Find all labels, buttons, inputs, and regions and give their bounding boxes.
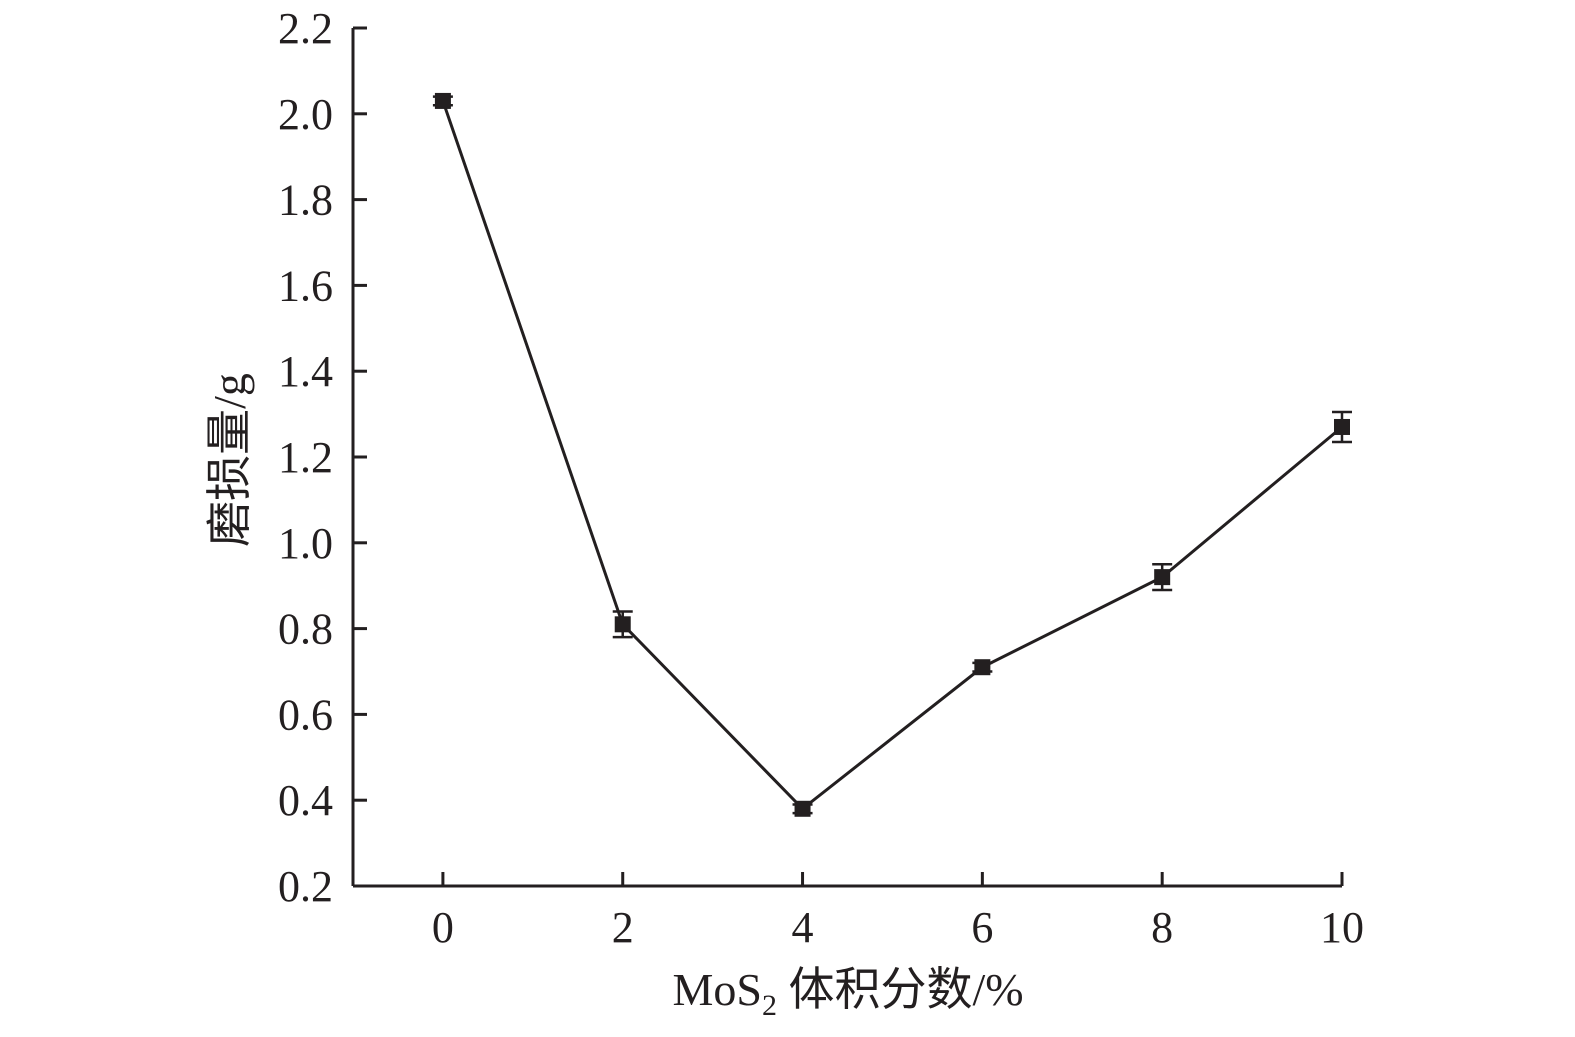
series — [432, 92, 1352, 817]
y-tick-label: 2.0 — [278, 90, 333, 139]
y-tick-label: 0.6 — [278, 690, 333, 739]
data-point-marker — [614, 616, 631, 633]
y-tick-label: 1.0 — [278, 519, 333, 568]
x-tick-label: 6 — [971, 903, 993, 952]
axes — [351, 28, 1342, 888]
x-tick-label: 10 — [1320, 903, 1364, 952]
x-tick-label: 0 — [432, 903, 454, 952]
data-point-marker — [1154, 569, 1171, 586]
y-tick-label: 1.8 — [278, 176, 333, 225]
data-point-marker — [974, 659, 991, 676]
y-axis-title: 磨损量/g — [204, 373, 255, 547]
data-point-marker — [434, 92, 451, 109]
x-axis-title: MoS2 体积分数/% — [672, 964, 1023, 1022]
x-axis-title-prefix: MoS — [672, 964, 761, 1015]
y-tick-label: 0.4 — [278, 776, 333, 825]
x-ticks: 0 2 4 6 8 10 — [432, 872, 1364, 952]
series-line — [441, 100, 1343, 811]
y-tick-label: 2.2 — [278, 4, 333, 53]
y-tick-label: 1.4 — [278, 347, 333, 396]
data-point-marker — [1334, 418, 1350, 435]
x-tick-label: 4 — [792, 903, 814, 952]
y-tick-label: 0.8 — [278, 605, 333, 654]
x-tick-label: 2 — [612, 903, 634, 952]
data-point-marker — [794, 800, 811, 817]
y-tick-label: 1.2 — [278, 433, 333, 482]
x-axis-title-suffix: 体积分数/% — [777, 964, 1024, 1015]
x-axis-title-subscript: 2 — [762, 989, 777, 1022]
x-tick-label: 8 — [1151, 903, 1173, 952]
y-tick-label: 1.6 — [278, 261, 333, 310]
y-ticks: 0.2 0.4 0.6 0.8 1.0 1.2 1.4 1.6 1.8 2.0 2.2 — [278, 4, 367, 911]
y-tick-label: 0.2 — [278, 862, 333, 911]
